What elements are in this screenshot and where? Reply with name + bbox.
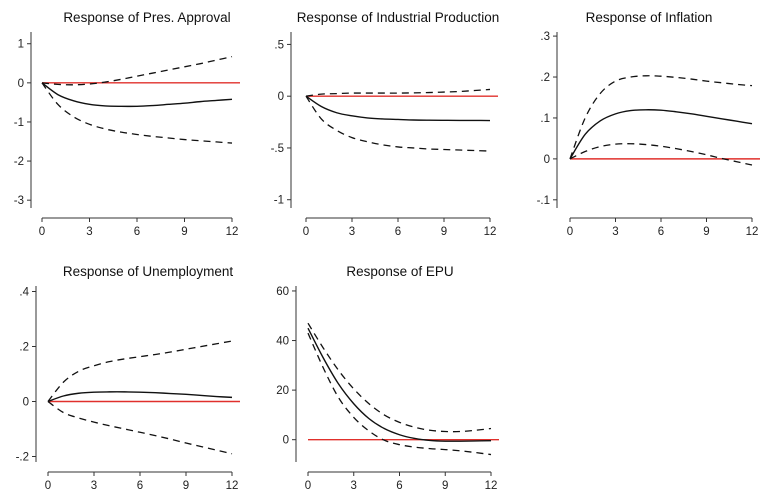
y-tick-label: .3	[540, 31, 550, 43]
confidence-bound-line	[305, 88, 491, 97]
y-tick-label: .2	[540, 72, 550, 84]
response-line	[569, 109, 753, 160]
y-tick-label: 0	[18, 78, 24, 90]
y-tick-label: -.5	[271, 143, 284, 155]
response-line	[305, 95, 491, 122]
y-tick-label: -1	[274, 195, 284, 207]
panel-title: Response of Pres. Approval	[63, 10, 230, 25]
y-tick-label: 0	[278, 91, 284, 103]
response-line	[307, 327, 492, 442]
y-tick-label: .2	[19, 342, 29, 354]
x-tick-label: 12	[226, 226, 239, 238]
y-tick-label: -2	[14, 156, 24, 168]
y-tick-label: 60	[276, 286, 289, 298]
x-tick-label: 6	[396, 480, 402, 491]
panel-title: Response of Unemployment	[63, 264, 234, 279]
x-tick-label: 0	[305, 480, 311, 491]
x-tick-label: 9	[183, 480, 189, 491]
y-tick-label: 0	[283, 435, 289, 447]
x-tick-label: 9	[442, 480, 448, 491]
x-tick-label: 12	[226, 480, 239, 491]
y-tick-label: -3	[14, 195, 24, 207]
y-tick-label: .1	[540, 113, 550, 125]
confidence-bound-line	[41, 82, 233, 144]
y-tick-label: 0	[23, 397, 29, 409]
x-tick-label: 9	[703, 226, 709, 238]
panel-title: Response of Inflation	[586, 10, 713, 25]
x-tick-label: 12	[484, 226, 497, 238]
x-tick-label: 9	[181, 226, 187, 238]
x-tick-label: 6	[658, 226, 664, 238]
x-tick-label: 3	[612, 226, 618, 238]
x-tick-label: 3	[86, 226, 92, 238]
x-tick-label: 12	[746, 226, 759, 238]
x-tick-label: 3	[91, 480, 97, 491]
panel-3: Response of Inflation .3 .2 .1 0 -.1 0 3 6 9 12	[537, 10, 760, 238]
confidence-bound-line	[47, 340, 233, 402]
panel-5: Response of EPU 60 40 20 0 0 3 6 9 12	[276, 264, 499, 491]
x-tick-label: 0	[303, 226, 309, 238]
x-tick-label: 6	[395, 226, 401, 238]
y-tick-label: 0	[544, 154, 550, 166]
response-line	[41, 82, 233, 108]
y-tick-label: -1	[14, 117, 24, 129]
panel-title: Response of EPU	[346, 264, 453, 279]
confidence-bound-line	[305, 95, 491, 152]
confidence-bound-line	[41, 56, 233, 86]
x-tick-label: 12	[485, 480, 498, 491]
confidence-bound-line	[569, 143, 753, 166]
panel-title: Response of Industrial Production	[297, 10, 500, 25]
y-tick-label: 20	[276, 385, 289, 397]
panel-1: Response of Pres. Approval 1 0 -1 -2 -3 0 3 6 9 12	[14, 10, 240, 238]
x-tick-label: 6	[134, 226, 140, 238]
confidence-bound-line	[569, 75, 753, 160]
confidence-bound-line	[307, 322, 492, 433]
y-tick-label: 40	[276, 336, 289, 348]
x-tick-label: 9	[441, 226, 447, 238]
panel-2: Response of Industrial Production .5 0 -.5 -…	[271, 10, 500, 238]
x-tick-label: 0	[45, 480, 51, 491]
confidence-bound-line	[47, 400, 233, 455]
response-line	[47, 391, 233, 403]
y-tick-label: -.2	[16, 452, 29, 464]
y-tick-label: -.1	[537, 195, 550, 207]
panel-4: Response of Unemployment .4 .2 0 -.2 0 3 6 9 12	[16, 264, 240, 491]
x-tick-label: 6	[137, 480, 143, 491]
y-tick-label: 1	[18, 39, 24, 51]
y-tick-label: .4	[19, 287, 29, 299]
x-tick-label: 0	[567, 226, 573, 238]
x-tick-label: 3	[349, 226, 355, 238]
x-tick-label: 3	[351, 480, 357, 491]
y-tick-label: .5	[274, 39, 284, 51]
confidence-bound-line	[307, 332, 492, 456]
x-tick-label: 0	[39, 226, 45, 238]
